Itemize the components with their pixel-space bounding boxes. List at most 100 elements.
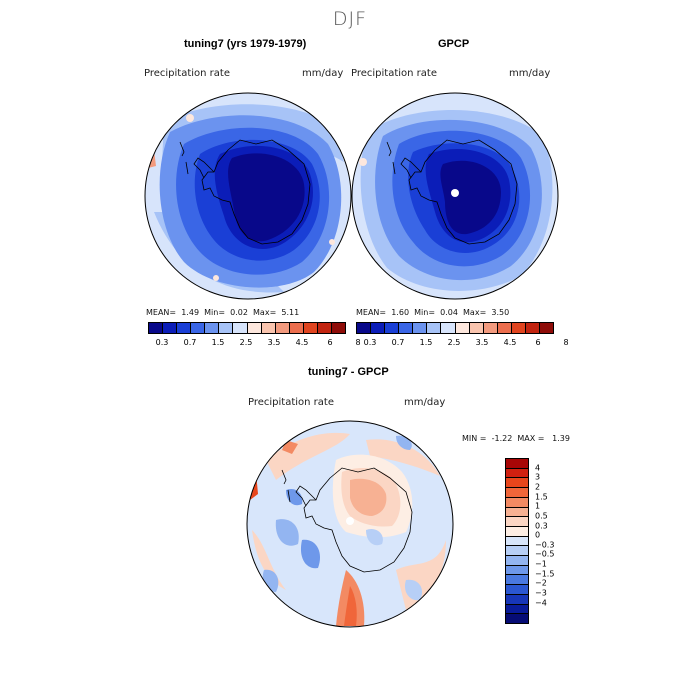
colorbar-tick-label: 2 [535,482,541,492]
colorbar-swatch [289,323,304,333]
colorbar-swatch [506,614,528,623]
colorbar-tick-label: 2.5 [447,338,461,347]
colorbar-tick-label: −3 [535,588,547,598]
colorbar-swatch [506,585,528,595]
max-label: Max= [253,308,277,317]
mean-label: MEAN= [356,308,387,317]
colorbar-tick-label: −1 [535,559,547,569]
colorbar-swatch [469,323,484,333]
polar-map-obs [351,92,559,300]
max-label: Max= [463,308,487,317]
colorbar-swatch [483,323,498,333]
colorbar-tick-label: 6 [327,338,333,347]
colorbar-tick-label: 0.7 [391,338,405,347]
colorbar-obs [356,322,554,334]
colorbar-swatch [413,323,428,333]
min-value: 0.02 [230,308,248,317]
colorbar-swatch [506,575,528,586]
colorbar-swatch [525,323,541,333]
colorbar-tick-label: −1.5 [535,569,555,579]
colorbar-swatch [177,323,192,333]
colorbar-swatch [455,323,470,333]
colorbar-tick-label: −4 [535,598,547,608]
colorbar-labels-model: 0.3 0.7 1.5 2.5 3.5 4.5 6 8 [148,338,361,350]
colorbar-swatch [506,526,528,537]
panel-title-model: tuning7 (yrs 1979-1979) [184,38,307,50]
polar-map-diff [246,420,454,628]
colorbar-swatch [506,468,528,479]
mean-label: MEAN= [146,308,177,317]
colorbar-swatch [219,323,234,333]
colorbar-swatch [317,323,333,333]
colorbar-tick-label: 6 [535,338,541,347]
colorbar-swatch [506,536,528,547]
stats-model: MEAN= 1.49 Min= 0.02 Max= 5.11 [146,308,299,317]
colorbar-swatch [261,323,276,333]
colorbar-tick-label: 0.7 [183,338,197,347]
colorbar-swatch [506,517,528,527]
colorbar-swatch [506,604,528,615]
colorbar-swatch [399,323,414,333]
colorbar-swatch [332,323,346,333]
colorbar-swatch [506,565,528,576]
colorbar-swatch [233,323,248,333]
colorbar-diff [505,458,529,624]
min-label: Min= [414,308,436,317]
colorbar-swatch [540,323,554,333]
figure-season-title: DJF [332,8,368,30]
colorbar-labels-obs: 0.3 0.7 1.5 2.5 3.5 4.5 6 8 [356,338,569,350]
min-label: Min= [204,308,226,317]
colorbar-swatch [506,459,528,469]
colorbar-tick-label: 4.5 [295,338,309,347]
colorbar-tick-label: 0 [535,530,541,540]
colorbar-tick-label: 2.5 [239,338,253,347]
colorbar-tick-label: −0.5 [535,549,555,559]
colorbar-tick-label: −2 [535,578,547,588]
colorbar-tick-label: 0.5 [535,511,548,521]
colorbar-tick-label: 1 [535,501,541,511]
colorbar-swatch [163,323,178,333]
colorbar-swatch [506,488,528,498]
panel-title-obs: GPCP [438,38,470,50]
colorbar-tick-label: 1.5 [419,338,433,347]
colorbar-swatch [205,323,220,333]
colorbar-tick-label: 0.3 [155,338,169,347]
colorbar-tick-label: 8 [563,338,569,347]
max-label: MAX = [517,434,545,443]
colorbar-swatch [385,323,400,333]
colorbar-swatch [247,323,262,333]
max-value: 1.39 [552,434,570,443]
colorbar-swatch [506,497,528,508]
mean-value: 1.49 [181,308,200,317]
colorbar-swatch [191,323,206,333]
colorbar-tick-label: 0.3 [535,521,548,531]
colorbar-swatch [506,507,528,518]
variable-name-model: Precipitation rate [144,68,230,79]
colorbar-tick-label: 4.5 [503,338,517,347]
polar-map-model [144,92,352,300]
colorbar-swatch [149,323,164,333]
units-model: mm/day [302,68,344,79]
max-value: 3.50 [491,308,510,317]
colorbar-swatch [371,323,386,333]
max-value: 5.11 [281,308,300,317]
stats-diff: MIN = -1.22 MAX = 1.39 [462,434,570,443]
colorbar-swatch [506,546,528,557]
colorbar-swatch [506,556,528,566]
colorbar-swatch [357,323,372,333]
mean-value: 1.60 [391,308,410,317]
colorbar-swatch [506,478,528,489]
colorbar-tick-label: 1.5 [211,338,225,347]
variable-name-diff: Precipitation rate [248,397,334,408]
colorbar-tick-label: −0.3 [535,540,555,550]
colorbar-tick-label: 3 [535,472,541,482]
colorbar-swatch [427,323,442,333]
colorbar-tick-label: 4 [535,463,541,473]
colorbar-tick-label: 8 [355,338,361,347]
colorbar-swatch [497,323,512,333]
units-diff: mm/day [404,397,446,408]
min-label: MIN = [462,434,487,443]
colorbar-model [148,322,346,334]
colorbar-swatch [303,323,318,333]
variable-name-obs: Precipitation rate [351,68,437,79]
